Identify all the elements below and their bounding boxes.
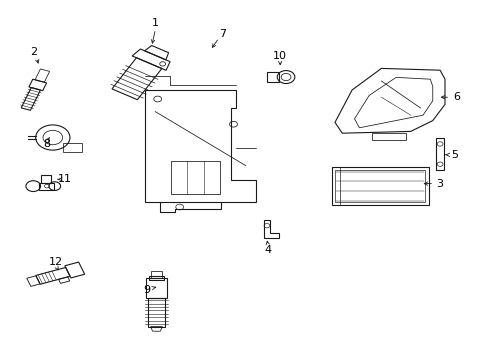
Bar bbox=[39, 183, 54, 190]
Text: 6: 6 bbox=[453, 92, 460, 102]
Bar bbox=[331, 167, 428, 205]
Bar bbox=[147, 298, 165, 327]
Text: 10: 10 bbox=[273, 51, 286, 61]
Text: 8: 8 bbox=[43, 139, 50, 149]
Text: 9: 9 bbox=[143, 285, 150, 295]
Bar bbox=[335, 170, 425, 202]
Text: 5: 5 bbox=[450, 150, 457, 160]
Text: 3: 3 bbox=[436, 179, 443, 189]
Text: 11: 11 bbox=[58, 174, 72, 184]
Text: 4: 4 bbox=[264, 245, 271, 255]
Bar bbox=[145, 278, 167, 298]
Bar bbox=[148, 276, 164, 280]
Bar bbox=[435, 138, 443, 170]
Bar bbox=[41, 175, 51, 183]
Text: 7: 7 bbox=[219, 29, 225, 39]
Text: 2: 2 bbox=[30, 47, 37, 57]
Bar bbox=[170, 161, 220, 194]
Text: 12: 12 bbox=[49, 257, 63, 267]
Bar bbox=[150, 271, 162, 278]
Text: 1: 1 bbox=[152, 18, 159, 28]
Bar bbox=[266, 72, 278, 82]
